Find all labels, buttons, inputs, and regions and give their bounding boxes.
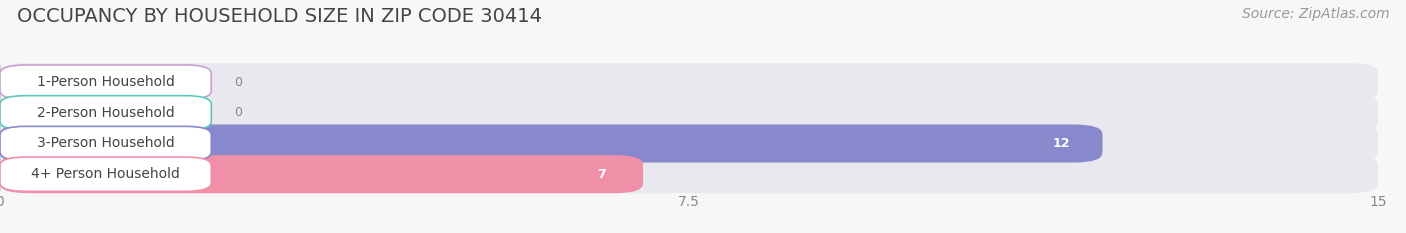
Text: 2-Person Household: 2-Person Household [37, 106, 174, 120]
FancyBboxPatch shape [0, 63, 1378, 101]
FancyBboxPatch shape [0, 126, 211, 161]
Text: OCCUPANCY BY HOUSEHOLD SIZE IN ZIP CODE 30414: OCCUPANCY BY HOUSEHOLD SIZE IN ZIP CODE … [17, 7, 541, 26]
FancyBboxPatch shape [0, 124, 1378, 163]
Text: 4+ Person Household: 4+ Person Household [31, 167, 180, 181]
Text: 12: 12 [1052, 137, 1070, 150]
FancyBboxPatch shape [0, 94, 1378, 132]
FancyBboxPatch shape [0, 124, 1102, 163]
Text: 1-Person Household: 1-Person Household [37, 75, 174, 89]
FancyBboxPatch shape [1019, 127, 1102, 160]
FancyBboxPatch shape [0, 155, 1378, 193]
Text: 0: 0 [235, 76, 242, 89]
Text: 3-Person Household: 3-Person Household [37, 137, 174, 151]
FancyBboxPatch shape [561, 158, 643, 190]
Text: 0: 0 [235, 106, 242, 119]
FancyBboxPatch shape [0, 157, 211, 191]
FancyBboxPatch shape [0, 96, 211, 130]
FancyBboxPatch shape [0, 155, 643, 193]
Text: Source: ZipAtlas.com: Source: ZipAtlas.com [1241, 7, 1389, 21]
Text: 7: 7 [598, 168, 606, 181]
FancyBboxPatch shape [0, 65, 211, 99]
